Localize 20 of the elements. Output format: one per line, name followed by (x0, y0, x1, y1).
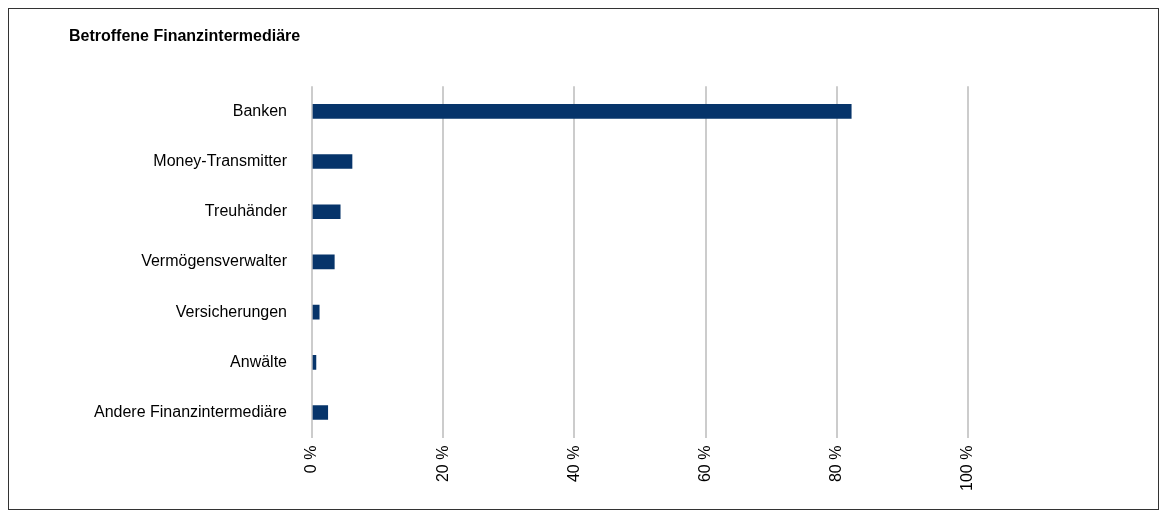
y-tick-label: Andere Finanzintermediäre (93, 402, 288, 420)
x-tick-label: 80 % (827, 445, 845, 483)
bar (312, 154, 353, 169)
x-tick-label: 40 % (564, 445, 582, 483)
x-tick-label: 0 % (302, 445, 320, 474)
y-tick-label: Vermögensverwalter (141, 252, 288, 270)
bar (312, 405, 329, 420)
bar (312, 304, 320, 320)
bar (312, 204, 341, 220)
y-tick-label: Money-Transmitter (153, 151, 288, 169)
y-tick-label: Banken (232, 101, 287, 119)
y-tick-label: Versicherungen (175, 302, 287, 320)
x-tick-label: 20 % (433, 445, 451, 483)
bar (312, 103, 852, 119)
bar (312, 254, 335, 270)
chart-title: Betroffene Finanzintermediäre (69, 27, 301, 45)
y-tick-label: Treuhänder (204, 202, 288, 220)
x-tick-label: 60 % (696, 445, 713, 483)
x-tick-label: 100 % (958, 445, 976, 492)
y-tick-label: Anwälte (230, 352, 288, 370)
